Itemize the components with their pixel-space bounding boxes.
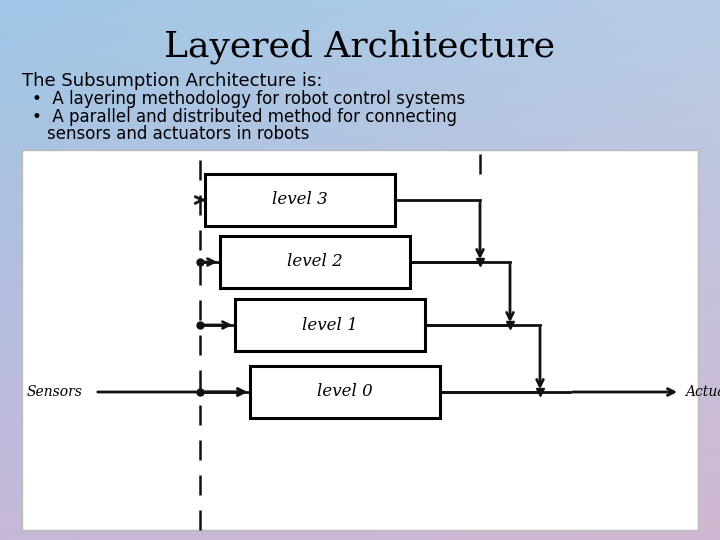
Text: •  A layering methodology for robot control systems: • A layering methodology for robot contr… <box>32 90 465 108</box>
Text: •  A parallel and distributed method for connecting: • A parallel and distributed method for … <box>32 108 457 126</box>
Text: level 1: level 1 <box>302 316 358 334</box>
Text: Actuators: Actuators <box>685 385 720 399</box>
Bar <box>205 174 395 226</box>
Text: level 0: level 0 <box>317 383 373 401</box>
Text: level 3: level 3 <box>272 192 328 208</box>
Bar <box>22 150 698 530</box>
Bar <box>235 299 425 351</box>
Text: The Subsumption Architecture is:: The Subsumption Architecture is: <box>22 72 323 90</box>
Text: Sensors: Sensors <box>27 385 83 399</box>
Text: Layered Architecture: Layered Architecture <box>164 30 556 64</box>
Bar <box>220 236 410 288</box>
Text: sensors and actuators in robots: sensors and actuators in robots <box>47 125 310 143</box>
Bar <box>250 366 440 418</box>
Text: level 2: level 2 <box>287 253 343 271</box>
